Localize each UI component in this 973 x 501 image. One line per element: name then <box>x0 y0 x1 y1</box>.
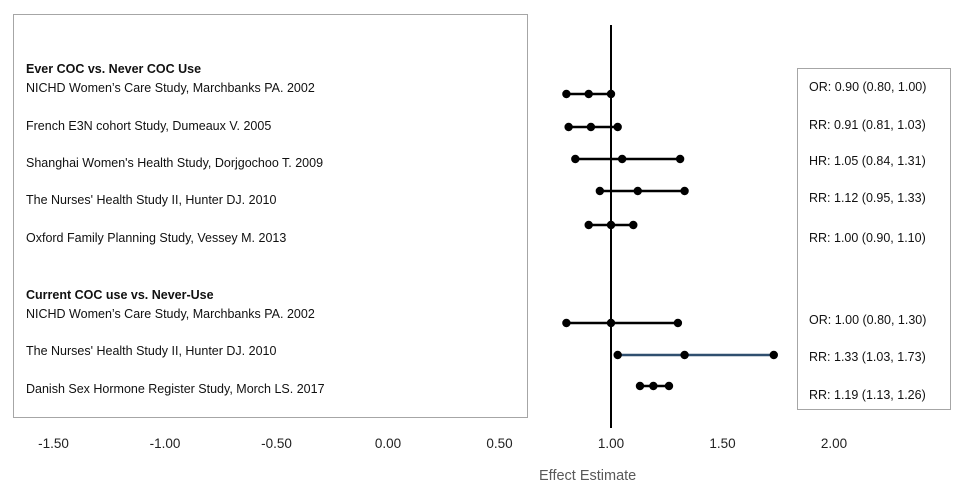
ci-upper-point <box>673 318 683 328</box>
study-label: NICHD Women’s Care Study, Marchbanks PA.… <box>26 81 315 95</box>
x-tick-label: 1.00 <box>597 436 625 451</box>
ci-upper-point <box>629 220 638 230</box>
x-axis-title: Effect Estimate <box>539 468 637 484</box>
group-header-current-use: Current COC use vs. Never-Use <box>26 288 214 302</box>
point-estimate <box>584 89 593 99</box>
study-label: French E3N cohort Study, Dumeaux V. 2005 <box>26 119 272 133</box>
result-text: OR: 0.90 (0.80, 1.00) <box>809 80 927 94</box>
ci-lower-point <box>571 154 580 164</box>
study-label: Danish Sex Hormone Register Study, Morch… <box>26 382 325 396</box>
ci-lower-point <box>635 381 645 391</box>
study-label: NICHD Women’s Care Study, Marchbanks PA.… <box>26 307 315 321</box>
study-label: The Nurses' Health Study II, Hunter DJ. … <box>26 193 277 207</box>
point-estimate <box>586 122 596 132</box>
ci-lower-point <box>613 350 622 360</box>
x-tick-label: -1.00 <box>149 436 181 451</box>
x-tick-label: -0.50 <box>261 436 292 451</box>
result-text: RR: 1.33 (1.03, 1.73) <box>809 350 926 364</box>
point-estimate <box>633 186 642 196</box>
ci-lower-point <box>564 122 573 132</box>
point-estimate <box>606 220 616 230</box>
x-tick-label: 0.50 <box>486 436 513 451</box>
result-text: OR: 1.00 (0.80, 1.30) <box>809 313 927 327</box>
result-text: RR: 0.91 (0.81, 1.03) <box>809 118 926 132</box>
ci-upper-point <box>613 122 622 132</box>
x-tick-label: 2.00 <box>820 436 848 451</box>
x-tick-label: 0.00 <box>374 436 402 451</box>
ci-lower-point <box>562 318 571 328</box>
ci-lower-point <box>595 186 605 196</box>
result-text: RR: 1.19 (1.13, 1.26) <box>809 388 926 402</box>
ci-upper-point <box>769 350 778 360</box>
point-estimate <box>617 154 627 164</box>
result-text: HR: 1.05 (0.84, 1.31) <box>809 154 926 168</box>
result-text: RR: 1.00 (0.90, 1.10) <box>809 231 926 245</box>
ci-upper-point <box>606 89 616 99</box>
study-label-panel <box>13 14 528 418</box>
study-label: Shanghai Women's Health Study, Dorjgocho… <box>26 156 324 170</box>
ci-upper-point <box>675 154 685 164</box>
ci-upper-point <box>664 381 674 391</box>
point-estimate <box>680 350 689 360</box>
result-panel <box>797 68 951 410</box>
ci-lower-point <box>584 220 593 230</box>
ci-upper-point <box>680 186 689 196</box>
study-label: Oxford Family Planning Study, Vessey M. … <box>26 231 287 245</box>
x-tick-label: 1.50 <box>709 436 736 451</box>
ci-lower-point <box>562 89 571 99</box>
study-label: The Nurses' Health Study II, Hunter DJ. … <box>26 344 277 358</box>
group-header-ever-use: Ever COC vs. Never COC Use <box>26 62 202 76</box>
point-estimate <box>606 318 616 328</box>
result-text: RR: 1.12 (0.95, 1.33) <box>809 191 926 205</box>
point-estimate <box>649 381 658 391</box>
x-tick-label: -1.50 <box>38 436 69 451</box>
